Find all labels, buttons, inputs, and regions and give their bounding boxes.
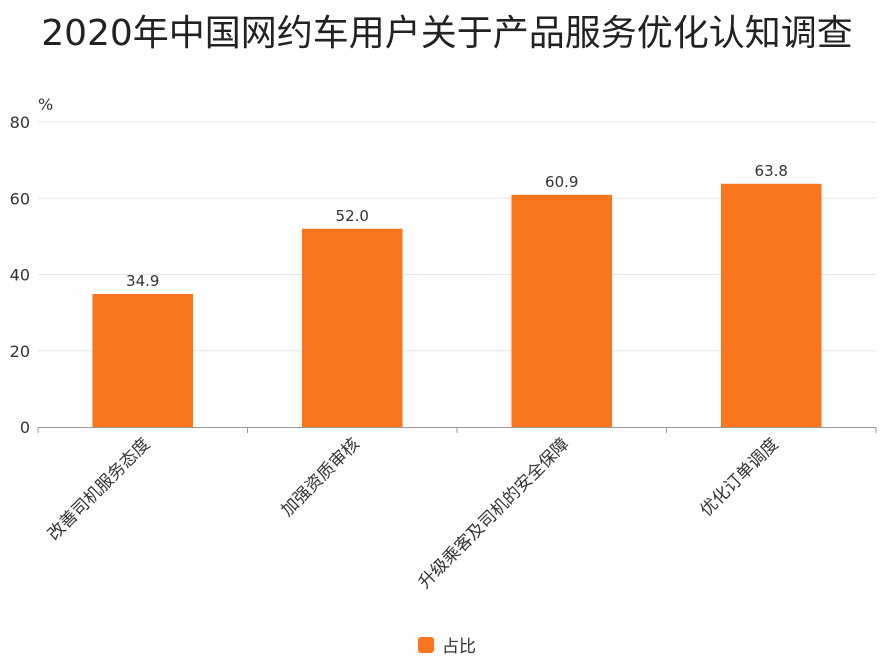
x-axis-ticks — [37, 427, 877, 433]
bar — [511, 194, 613, 427]
y-tick-label: 80 — [10, 113, 30, 132]
legend[interactable]: 占比 — [0, 632, 894, 657]
data-labels: 34.9 52.0 60.9 63.8 — [126, 162, 788, 290]
data-label: 63.8 — [755, 162, 788, 180]
y-axis-ticks: 0 20 40 60 80 — [10, 113, 30, 437]
data-label: 52.0 — [336, 207, 369, 225]
data-label: 60.9 — [545, 173, 578, 191]
bar — [301, 228, 403, 427]
data-label: 34.9 — [126, 272, 159, 290]
category-label: 改善司机服务态度 — [44, 434, 154, 544]
bar — [92, 293, 194, 427]
category-label: 加强资质审核 — [278, 434, 364, 520]
category-label: 优化订单调度 — [697, 434, 783, 520]
category-label: 升级乘客及司机的安全保障 — [415, 434, 573, 592]
legend-label: 占比 — [442, 637, 476, 657]
legend-swatch — [418, 636, 434, 653]
category-labels: 改善司机服务态度 加强资质审核 升级乘客及司机的安全保障 优化订单调度 — [44, 434, 783, 592]
y-tick-label: 20 — [10, 342, 30, 361]
bar — [720, 183, 822, 427]
y-axis-unit-label: % — [38, 95, 53, 114]
y-tick-label: 40 — [10, 266, 30, 285]
y-tick-label: 60 — [10, 189, 30, 208]
bars — [92, 183, 822, 427]
y-tick-label: 0 — [20, 418, 30, 437]
chart-title: 2020年中国网约车用户关于产品服务优化认知调查 — [41, 13, 853, 54]
